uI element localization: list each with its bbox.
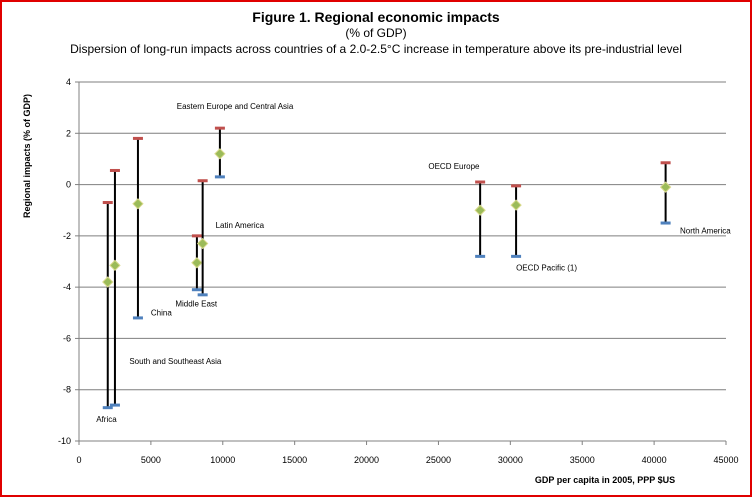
- y-tick-label: -2: [63, 231, 71, 241]
- x-tick-label: 25000: [426, 455, 451, 465]
- annotations: Africa South and Southeast Asia ChinaMiddl…: [96, 102, 731, 424]
- median-marker: [109, 259, 121, 272]
- max-marker: [191, 234, 202, 238]
- y-tick-label: -6: [63, 333, 71, 343]
- region-label: North America: [680, 226, 731, 235]
- min-marker: [511, 254, 522, 258]
- min-marker: [660, 221, 671, 225]
- min-marker: [197, 293, 208, 297]
- x-tick-label: 20000: [354, 455, 379, 465]
- y-tick-label: -10: [58, 436, 71, 446]
- region-label: Africa: [96, 415, 117, 424]
- y-tick-label: 2: [66, 128, 71, 138]
- max-marker: [109, 168, 120, 172]
- region-label: OECD Pacific (1): [516, 263, 577, 272]
- region-label: China: [151, 308, 172, 317]
- data-marks: [102, 126, 672, 410]
- region-label: Middle East: [175, 299, 218, 308]
- x-tick-label: 10000: [210, 455, 235, 465]
- median-marker: [659, 181, 672, 193]
- median-marker: [510, 199, 522, 211]
- min-marker: [132, 316, 143, 320]
- region-label: OECD Europe: [428, 162, 480, 171]
- median-marker: [196, 237, 209, 250]
- max-marker: [102, 201, 113, 205]
- chart-subtitle: (% of GDP): [345, 26, 407, 40]
- median-marker: [102, 276, 114, 288]
- x-tick-label: 0: [76, 455, 81, 465]
- chart-title: Figure 1. Regional economic impacts: [252, 9, 500, 25]
- median-marker: [132, 198, 144, 210]
- x-tick-label: 45000: [713, 455, 738, 465]
- x-axis-label: GDP per capita in 2005, PPP $US: [535, 475, 675, 485]
- max-marker: [197, 179, 208, 183]
- median-marker: [474, 204, 486, 216]
- max-marker: [132, 136, 143, 140]
- max-marker: [660, 161, 671, 165]
- max-marker: [214, 126, 225, 130]
- chart-description: Dispersion of long-run impacts across co…: [70, 42, 682, 56]
- y-tick-label: -4: [63, 282, 71, 292]
- y-tick-label: 4: [66, 77, 71, 87]
- min-marker: [214, 175, 225, 179]
- x-tick-label: 5000: [141, 455, 161, 465]
- y-axis-label: Regional impacts (% of GDP): [22, 94, 32, 218]
- min-marker: [475, 254, 486, 258]
- median-marker: [214, 148, 226, 160]
- axes: 4 2 0 -2 -4 -6 -8 -10 0 5000 10000 15000 20000 25000 3…: [58, 77, 739, 465]
- median-marker: [191, 257, 203, 269]
- x-tick-label: 15000: [282, 455, 307, 465]
- region-label: Eastern Europe and Central Asia: [177, 102, 294, 111]
- grid-lines: [79, 81, 726, 391]
- min-marker: [191, 288, 202, 292]
- min-marker: [109, 403, 120, 407]
- max-marker: [511, 184, 522, 188]
- y-tick-label: -8: [63, 385, 71, 395]
- x-tick-label: 30000: [498, 455, 523, 465]
- min-marker: [102, 406, 113, 410]
- max-marker: [475, 180, 486, 184]
- region-label: South and Southeast Asia: [129, 357, 222, 366]
- region-label: Latin America: [216, 221, 265, 230]
- y-tick-label: 0: [66, 180, 71, 190]
- x-tick-label: 35000: [570, 455, 595, 465]
- x-tick-label: 40000: [642, 455, 667, 465]
